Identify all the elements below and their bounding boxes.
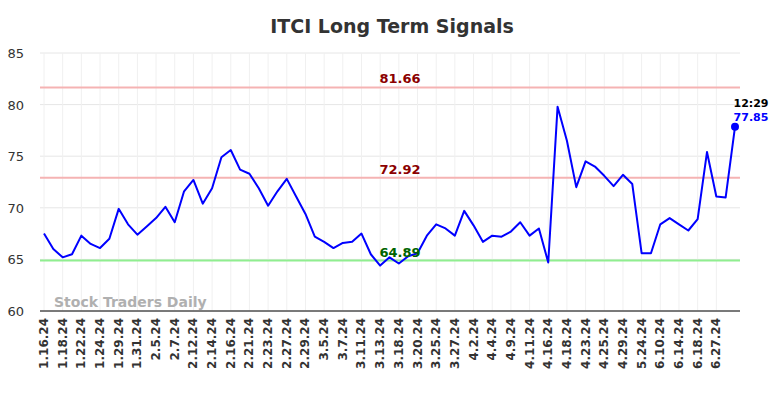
grid-line — [380, 53, 381, 311]
y-tick-label: 60 — [7, 304, 24, 319]
grid-line — [118, 53, 119, 311]
grid-line — [268, 53, 269, 311]
reference-label: 64.89 — [379, 245, 420, 260]
grid-line — [100, 53, 101, 311]
x-tick-label: 4.18.24 — [560, 318, 574, 369]
x-tick-label: 4.25.24 — [597, 318, 611, 369]
x-axis — [40, 311, 740, 312]
x-tick-label: 4.9.24 — [504, 318, 518, 361]
x-tick-label: 3.11.24 — [354, 318, 368, 369]
grid-line — [137, 53, 138, 311]
grid-line — [361, 53, 362, 311]
reference-line — [40, 177, 740, 179]
grid-line — [510, 53, 511, 311]
y-tick-label: 65 — [7, 252, 24, 267]
reference-label: 72.92 — [379, 162, 420, 177]
x-tick-label: 2.23.24 — [261, 318, 275, 369]
grid-line — [417, 53, 418, 311]
x-tick-label: 4.11.24 — [523, 318, 537, 369]
x-tick-label: 2.14.24 — [205, 318, 219, 369]
x-tick-label: 5.24.24 — [635, 318, 649, 369]
reference-line — [40, 86, 740, 88]
grid-line — [81, 53, 82, 311]
x-tick-label: 4.16.24 — [541, 318, 555, 369]
grid-line — [305, 53, 306, 311]
x-tick-label: 3.7.24 — [336, 318, 350, 361]
grid-line — [548, 53, 549, 311]
x-tick-label: 4.2.24 — [467, 318, 481, 361]
grid-line — [641, 53, 642, 311]
x-tick-label: 6.27.24 — [709, 318, 723, 369]
grid-line — [398, 53, 399, 311]
x-tick-label: 3.20.24 — [411, 318, 425, 369]
x-tick-label: 3.25.24 — [429, 318, 443, 369]
y-tick-label: 70 — [7, 201, 24, 216]
x-tick-label: 4.23.24 — [579, 318, 593, 369]
grid-line — [454, 53, 455, 311]
grid-line — [342, 53, 343, 311]
title: ITCI Long Term Signals — [270, 15, 514, 37]
grid-line — [492, 53, 493, 311]
grid-line — [697, 53, 698, 311]
x-tick-label: 2.29.24 — [298, 318, 312, 369]
plot-area — [40, 87, 740, 265]
grid-line — [40, 156, 740, 157]
grid-line — [622, 53, 623, 311]
x-tick-label: 3.18.24 — [392, 318, 406, 369]
x-tick-label: 6.14.24 — [672, 318, 686, 369]
x-tick-label: 6.10.24 — [653, 318, 667, 369]
grid-line — [40, 104, 740, 105]
y-tick-label: 85 — [7, 46, 24, 61]
grid-line — [62, 53, 63, 311]
x-tick-label: 2.21.24 — [242, 318, 256, 369]
grid-line — [212, 53, 213, 311]
last-value-label: 77.85 — [734, 111, 769, 124]
x-tick-label: 2.5.24 — [149, 318, 163, 361]
grid-line — [566, 53, 567, 311]
x-tick-label: 1.22.24 — [74, 318, 88, 369]
grid-line — [473, 53, 474, 311]
x-tick-label: 4.29.24 — [616, 318, 630, 369]
grid-line — [436, 53, 437, 311]
x-tick-label: 1.31.24 — [130, 318, 144, 369]
x-tick-label: 2.12.24 — [186, 318, 200, 369]
x-tick-label: 1.29.24 — [112, 318, 126, 369]
x-tick-label: 1.18.24 — [56, 318, 70, 369]
grid-line — [249, 53, 250, 311]
grid-line — [716, 53, 717, 311]
reference-line — [40, 260, 740, 262]
grid-line — [230, 53, 231, 311]
price-line — [44, 107, 735, 266]
x-tick-label: 1.24.24 — [93, 318, 107, 369]
x-tick-label: 6.18.24 — [691, 318, 705, 369]
chart: ITCI Long Term Signals 60 65 70 75 80 85 1.16.2… — [0, 0, 784, 398]
x-tick-label: 2.27.24 — [280, 318, 294, 369]
grid-line — [660, 53, 661, 311]
y-tick-label: 80 — [7, 98, 24, 113]
y-tick-label: 75 — [7, 149, 24, 164]
grid-line — [324, 53, 325, 311]
grid-line — [529, 53, 530, 311]
x-tick-label: 2.7.24 — [168, 318, 182, 361]
watermark: Stock Traders Daily — [54, 294, 207, 310]
grid-line — [174, 53, 175, 311]
grid-line — [678, 53, 679, 311]
x-tick-label: 3.13.24 — [373, 318, 387, 369]
grid-line — [156, 53, 157, 311]
grid-line — [40, 53, 740, 54]
x-tick-label: 2.16.24 — [224, 318, 238, 369]
x-tick-label: 4.4.24 — [485, 318, 499, 361]
grid-line — [604, 53, 605, 311]
grid-line — [44, 53, 45, 311]
grid-line — [286, 53, 287, 311]
grid-line — [585, 53, 586, 311]
x-tick-label: 3.27.24 — [448, 318, 462, 369]
x-tick-label: 1.16.24 — [37, 318, 51, 369]
reference-label: 81.66 — [379, 71, 420, 86]
grid-line — [40, 311, 740, 312]
time-label: 12:29 — [733, 97, 768, 110]
x-tick-label: 3.5.24 — [317, 318, 331, 361]
